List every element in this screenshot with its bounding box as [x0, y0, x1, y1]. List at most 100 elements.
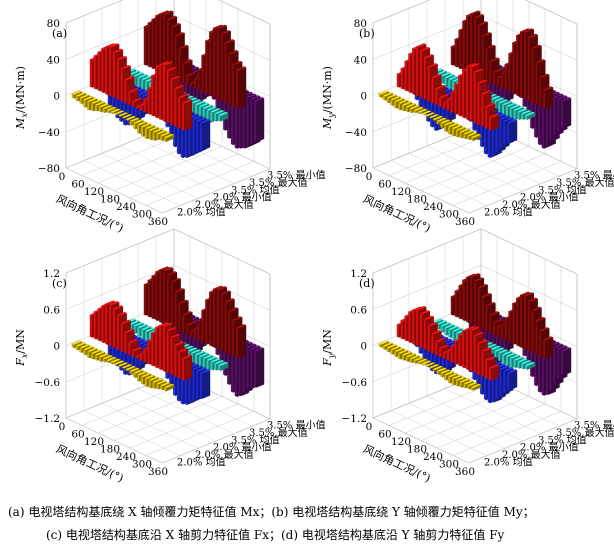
bar-front-face	[415, 46, 419, 97]
bar-top-face	[390, 95, 401, 101]
bar	[488, 113, 500, 131]
y-tick-label: 1.2	[350, 268, 367, 280]
bar-top-face	[497, 99, 509, 104]
bar-front-face	[493, 322, 496, 336]
bar-top-face	[517, 358, 528, 363]
series-row	[378, 340, 482, 391]
bar-front-face	[488, 116, 492, 131]
bar-top-face	[542, 86, 554, 91]
y-tick-label: 0.6	[43, 304, 60, 316]
bar-front-face	[162, 64, 166, 122]
bar-top-face	[181, 99, 193, 104]
bar-front-face	[170, 336, 173, 376]
bar-top-face	[83, 345, 94, 351]
bar-front-face	[141, 328, 144, 340]
bar-top-face	[509, 104, 521, 110]
bar-top-face	[202, 104, 214, 110]
x-tick-label: 360	[148, 466, 168, 478]
bar-front-face	[87, 350, 90, 359]
bar-top-face	[129, 117, 140, 123]
bar-top-face	[148, 376, 160, 382]
bar-top-face	[158, 322, 170, 327]
bar-front-face	[193, 328, 197, 340]
bar-front-face	[404, 315, 407, 342]
x-tick-label: 180	[407, 194, 427, 206]
bar-top-face	[182, 59, 193, 64]
bar-top-face	[393, 97, 405, 103]
bar-front-face	[182, 314, 185, 334]
bar-front-face	[209, 31, 212, 97]
bar-top-face	[228, 49, 239, 55]
bar-top-face	[486, 343, 497, 349]
bar-front-face	[120, 68, 123, 103]
bar-front-face	[450, 91, 453, 113]
bar-top-face	[455, 376, 467, 382]
series-row	[71, 340, 175, 392]
bar-top-face	[435, 337, 446, 343]
bar-top-face	[560, 346, 572, 352]
bar-top-face	[235, 324, 247, 329]
bar-top-face	[170, 22, 182, 28]
bar-front-face	[454, 340, 457, 365]
bar-front-face	[139, 353, 143, 362]
bar-top-face	[470, 383, 482, 389]
bar-top-face	[112, 305, 124, 310]
depth-gridline	[408, 258, 506, 449]
bar-front-face	[494, 350, 497, 358]
bar-top-face	[128, 339, 139, 344]
bar-top-face	[170, 75, 181, 81]
bar-top-face	[108, 43, 120, 48]
bar-front-face	[132, 350, 135, 358]
bar-front-face	[462, 330, 465, 369]
bar-front-face	[450, 46, 454, 66]
bar-top-face	[481, 90, 492, 95]
bar-top-face	[249, 95, 261, 100]
bar-top-face	[436, 70, 448, 75]
bar	[117, 362, 129, 367]
bar-top-face	[125, 115, 136, 121]
bar-front-face	[423, 318, 427, 351]
bar-front-face	[499, 118, 502, 149]
bar-top-face	[436, 320, 448, 325]
figure-caption-line-2: (c) 电视塔结构基底沿 X 轴剪力特征值 Fx；(d) 电视塔结构基底沿 Y …	[46, 528, 505, 542]
bar-front-face	[447, 376, 451, 384]
bar-top-face	[79, 344, 90, 349]
bar	[417, 108, 428, 114]
bar-front-face	[451, 377, 455, 386]
bar-top-face	[106, 106, 117, 112]
bar-front-face	[477, 342, 480, 376]
bar-top-face	[113, 360, 125, 365]
bar-front-face	[557, 348, 560, 380]
bar	[470, 133, 482, 141]
bar-top-face	[231, 60, 243, 66]
bar-front-face	[253, 350, 257, 388]
depth-tick-label: 2.0% 最小值	[520, 441, 579, 454]
bar-front-face	[137, 124, 140, 134]
bar-front-face	[439, 97, 442, 108]
bar	[181, 99, 193, 131]
bar-front-face	[199, 122, 203, 151]
bar-top-face	[133, 72, 144, 77]
bar-top-face	[523, 28, 535, 33]
x-tick-label: 360	[455, 466, 475, 478]
bar-front-face	[124, 332, 127, 354]
bar-front-face	[186, 324, 189, 336]
bar-front-face	[139, 104, 143, 112]
bar-front-face	[163, 270, 166, 325]
depth-tick-label: 2.0% 均值	[484, 455, 533, 468]
bar-top-face	[216, 286, 228, 291]
bar-top-face	[216, 24, 228, 30]
bar-front-face	[465, 328, 469, 371]
y-tick-label: 0	[53, 341, 60, 353]
bar-top-face	[90, 349, 102, 355]
bar-top-face	[98, 353, 110, 358]
bar-top-face	[178, 44, 189, 50]
bar-front-face	[210, 111, 213, 122]
bar-front-face	[560, 350, 564, 376]
bar-top-face	[481, 292, 492, 298]
depth-gridline	[444, 243, 542, 434]
bar-top-face	[220, 30, 232, 35]
bar	[560, 96, 572, 129]
bar-top-face	[170, 333, 181, 339]
bar-front-face	[542, 339, 546, 359]
